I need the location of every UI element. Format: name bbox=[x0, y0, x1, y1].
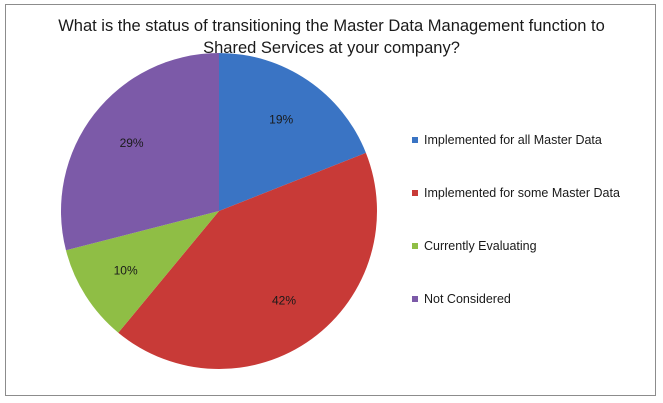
chart-title-line-1: What is the status of transitioning the … bbox=[58, 17, 605, 35]
legend-item-currently-evaluating: Currently Evaluating bbox=[412, 239, 537, 253]
slice-label-not-considered: 29% bbox=[120, 136, 144, 150]
pie-slice-not-considered bbox=[60, 53, 219, 251]
legend-label-not-considered: Not Considered bbox=[424, 292, 511, 306]
legend-swatch-not-considered bbox=[412, 296, 418, 302]
pie-chart: 19% 42% 10% 29% bbox=[60, 53, 378, 369]
legend-item-not-considered: Not Considered bbox=[412, 292, 511, 306]
legend-item-implemented-all: Implemented for all Master Data bbox=[412, 133, 602, 147]
chart-title-line-2: Shared Services at your company? bbox=[203, 39, 460, 57]
legend-label-currently-evaluating: Currently Evaluating bbox=[424, 239, 537, 253]
chart-frame: What is the status of transitioning the … bbox=[5, 4, 656, 396]
legend-swatch-currently-evaluating bbox=[412, 243, 418, 249]
legend-item-implemented-some: Implemented for some Master Data bbox=[412, 186, 620, 200]
legend-swatch-implemented-some bbox=[412, 190, 418, 196]
legend-label-implemented-some: Implemented for some Master Data bbox=[424, 186, 620, 200]
pie-slice-implemented-all bbox=[219, 53, 366, 211]
chart-title: What is the status of transitioning the … bbox=[6, 15, 657, 59]
pie-slice-implemented-some bbox=[118, 152, 378, 369]
slice-label-implemented-all: 19% bbox=[269, 113, 293, 127]
legend-swatch-implemented-all bbox=[412, 137, 418, 143]
slice-label-currently-evaluating: 10% bbox=[114, 263, 138, 277]
legend-label-implemented-all: Implemented for all Master Data bbox=[424, 133, 602, 147]
pie-slice-currently-evaluating bbox=[65, 211, 219, 333]
slice-label-implemented-some: 42% bbox=[272, 293, 296, 307]
